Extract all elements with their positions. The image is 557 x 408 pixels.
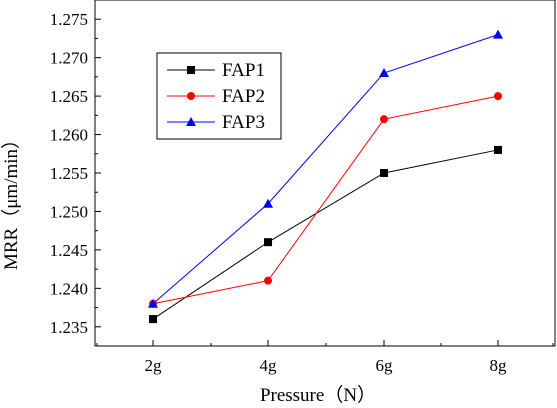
legend-marker-fap3 [186, 117, 196, 126]
data-point-fap2 [264, 276, 272, 285]
x-axis-title: Pressure（N） [260, 384, 376, 406]
y-tick-label: 1.265 [50, 87, 88, 106]
y-axis-title: MRR（μm/min） [0, 130, 22, 270]
data-point-fap3 [148, 298, 158, 308]
x-tick-label: 4g [260, 356, 278, 375]
data-point-fap1 [380, 169, 388, 177]
x-tick-label: 2g [145, 356, 163, 375]
y-tick-label: 1.250 [50, 202, 88, 221]
legend: FAP1 FAP2 FAP3 [156, 52, 282, 140]
data-point-fap3 [493, 29, 503, 39]
legend-label-fap2: FAP2 [222, 86, 265, 107]
y-tick-label: 1.255 [50, 164, 88, 183]
legend-label-fap3: FAP3 [222, 112, 265, 133]
legend-marker-fap1 [187, 66, 195, 74]
data-point-fap3 [379, 68, 389, 78]
series-line-fap3 [152, 34, 499, 305]
series-layer [148, 29, 503, 324]
legend-label-fap1: FAP1 [222, 60, 265, 81]
data-point-fap3 [263, 198, 273, 208]
legend-marker-fap2 [187, 92, 195, 100]
data-point-fap1 [494, 145, 502, 154]
y-tick-label: 1.275 [50, 10, 88, 29]
y-axis: 1.235 1.240 1.245 1.250 1.255 1.260 1.265 1.270… [50, 10, 101, 337]
data-point-fap2 [380, 115, 388, 124]
x-tick-label: 8g [490, 356, 508, 375]
data-point-fap1 [264, 238, 272, 247]
y-tick-label: 1.270 [50, 49, 88, 68]
series-line-fap1 [152, 149, 499, 320]
y-tick-label: 1.240 [50, 279, 88, 298]
data-point-fap1 [149, 315, 157, 324]
y-tick-label: 1.235 [50, 318, 88, 337]
x-axis: 2g 4g 6g 8g [96, 340, 554, 375]
y-tick-label: 1.245 [50, 241, 88, 260]
data-point-fap2 [494, 92, 502, 101]
y-tick-label: 1.260 [50, 126, 88, 145]
series-line-fap2 [152, 95, 499, 305]
x-tick-label: 6g [376, 356, 394, 375]
